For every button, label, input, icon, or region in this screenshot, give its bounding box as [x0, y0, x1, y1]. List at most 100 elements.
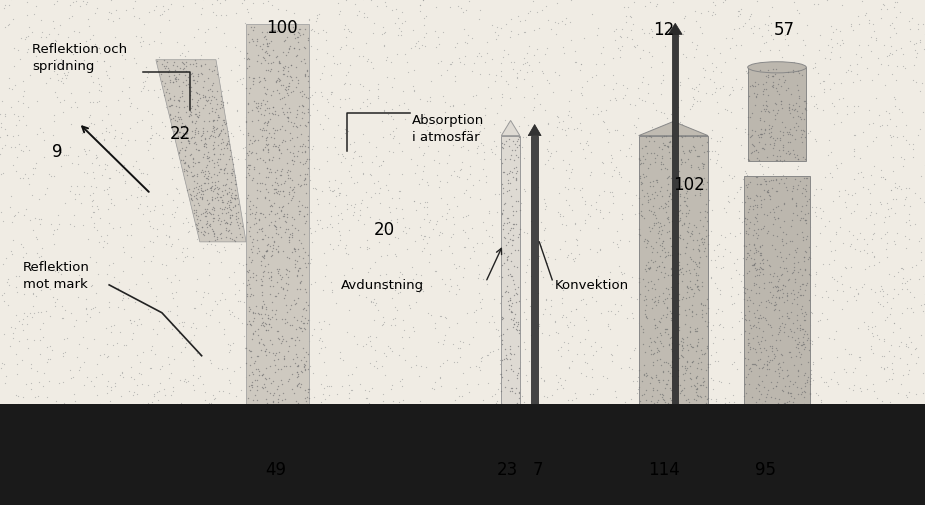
- Point: [250, 32, 265, 40]
- Point: [681, 156, 696, 164]
- Point: [104, 322, 118, 330]
- Point: [700, 360, 715, 368]
- Point: [673, 156, 688, 164]
- Point: [246, 360, 261, 368]
- Point: [596, 214, 611, 222]
- Point: [785, 343, 800, 351]
- Point: [256, 297, 271, 306]
- Point: [220, 228, 235, 236]
- Point: [264, 169, 278, 177]
- Point: [749, 204, 764, 212]
- Point: [281, 174, 296, 182]
- Point: [815, 106, 830, 114]
- Point: [774, 271, 789, 279]
- Point: [765, 331, 780, 339]
- Point: [560, 254, 574, 262]
- Point: [51, 31, 66, 39]
- Point: [183, 108, 198, 116]
- Point: [215, 187, 229, 195]
- Point: [254, 229, 269, 237]
- Point: [145, 252, 160, 261]
- Point: [224, 309, 239, 317]
- Point: [491, 326, 506, 334]
- Point: [498, 345, 512, 353]
- Point: [302, 81, 316, 89]
- Point: [629, 389, 644, 397]
- Point: [755, 241, 770, 249]
- Point: [23, 364, 38, 372]
- Point: [683, 329, 697, 337]
- Point: [748, 361, 763, 369]
- Point: [152, 318, 166, 326]
- Point: [108, 142, 123, 150]
- Point: [80, 311, 94, 319]
- Point: [775, 212, 790, 220]
- Point: [636, 183, 651, 191]
- Point: [407, 197, 422, 205]
- Point: [656, 237, 671, 245]
- Point: [688, 311, 703, 319]
- Point: [159, 85, 174, 93]
- Point: [216, 30, 231, 38]
- Point: [695, 399, 709, 408]
- Point: [851, 13, 866, 21]
- Point: [180, 81, 195, 89]
- Point: [767, 394, 782, 402]
- Point: [882, 311, 897, 319]
- Point: [297, 122, 312, 130]
- Point: [99, 162, 114, 170]
- Point: [260, 122, 275, 130]
- Point: [206, 395, 221, 403]
- Point: [165, 175, 179, 183]
- Point: [172, 190, 187, 198]
- Point: [667, 133, 682, 141]
- Point: [906, 145, 920, 154]
- Point: [260, 40, 275, 48]
- Point: [350, 340, 364, 348]
- Point: [31, 400, 45, 409]
- Point: [837, 199, 852, 207]
- Point: [657, 263, 672, 271]
- Point: [850, 103, 865, 111]
- Point: [15, 357, 30, 365]
- Point: [673, 160, 688, 168]
- Point: [660, 173, 675, 181]
- Point: [36, 382, 51, 390]
- Point: [101, 191, 116, 199]
- Point: [644, 242, 659, 250]
- Point: [795, 92, 809, 100]
- Point: [162, 112, 177, 120]
- Point: [0, 2, 12, 10]
- Point: [252, 367, 266, 375]
- Point: [286, 160, 301, 168]
- Point: [104, 387, 118, 395]
- Point: [802, 128, 817, 136]
- Point: [278, 137, 293, 145]
- Point: [133, 193, 148, 201]
- Point: [675, 398, 690, 407]
- Point: [706, 68, 721, 76]
- Point: [873, 167, 888, 175]
- Point: [309, 18, 324, 26]
- Point: [333, 354, 348, 362]
- Point: [228, 186, 243, 194]
- Point: [281, 342, 296, 350]
- Point: [307, 393, 322, 401]
- Point: [209, 126, 224, 134]
- Point: [912, 36, 925, 44]
- Point: [555, 118, 570, 126]
- Point: [903, 26, 918, 34]
- Point: [754, 108, 769, 116]
- Point: [765, 241, 780, 249]
- Point: [317, 343, 332, 351]
- Point: [713, 138, 728, 146]
- Point: [907, 190, 922, 198]
- Point: [434, 126, 449, 134]
- Point: [513, 199, 528, 207]
- Point: [316, 63, 331, 71]
- Point: [215, 365, 229, 373]
- Point: [757, 118, 771, 126]
- Point: [251, 84, 265, 92]
- Point: [608, 300, 623, 309]
- Point: [284, 355, 299, 363]
